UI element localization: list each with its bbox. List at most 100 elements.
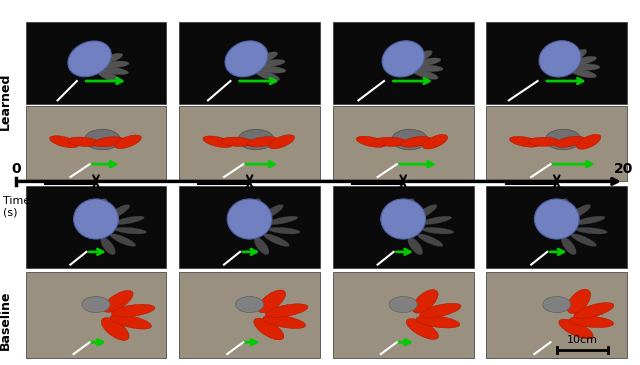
Ellipse shape	[115, 227, 147, 234]
Ellipse shape	[404, 199, 415, 216]
Ellipse shape	[203, 136, 232, 147]
Ellipse shape	[101, 318, 129, 341]
FancyBboxPatch shape	[486, 106, 627, 181]
FancyBboxPatch shape	[179, 272, 320, 358]
Text: Baseline: Baseline	[0, 291, 12, 350]
Circle shape	[82, 296, 110, 312]
Ellipse shape	[406, 319, 438, 339]
Ellipse shape	[417, 234, 443, 246]
Ellipse shape	[381, 199, 426, 239]
Circle shape	[545, 129, 581, 150]
Ellipse shape	[561, 238, 576, 255]
Ellipse shape	[528, 137, 560, 146]
FancyBboxPatch shape	[26, 22, 166, 104]
Ellipse shape	[255, 70, 280, 81]
Ellipse shape	[67, 137, 99, 146]
Ellipse shape	[99, 53, 123, 64]
FancyBboxPatch shape	[26, 106, 166, 181]
FancyBboxPatch shape	[333, 22, 474, 104]
Ellipse shape	[555, 136, 584, 147]
Ellipse shape	[356, 136, 386, 147]
Ellipse shape	[570, 69, 596, 78]
Ellipse shape	[74, 199, 118, 239]
Ellipse shape	[509, 137, 540, 147]
Ellipse shape	[408, 238, 422, 255]
Text: 20: 20	[614, 162, 634, 176]
Ellipse shape	[574, 303, 614, 319]
FancyBboxPatch shape	[486, 272, 627, 358]
Ellipse shape	[261, 205, 284, 219]
Ellipse shape	[100, 238, 115, 255]
FancyBboxPatch shape	[179, 186, 320, 268]
Ellipse shape	[111, 304, 155, 317]
Ellipse shape	[422, 227, 454, 234]
Ellipse shape	[567, 289, 591, 314]
Ellipse shape	[415, 205, 437, 219]
Ellipse shape	[247, 137, 278, 147]
Ellipse shape	[374, 137, 406, 146]
Ellipse shape	[100, 67, 128, 75]
Circle shape	[238, 129, 274, 150]
FancyBboxPatch shape	[486, 22, 627, 104]
Ellipse shape	[557, 199, 569, 216]
FancyBboxPatch shape	[179, 22, 320, 104]
Ellipse shape	[268, 216, 298, 224]
Ellipse shape	[257, 66, 286, 73]
Ellipse shape	[114, 216, 144, 224]
Ellipse shape	[257, 59, 285, 67]
Ellipse shape	[97, 199, 108, 216]
Text: Learned: Learned	[0, 73, 12, 130]
Ellipse shape	[108, 205, 130, 219]
FancyBboxPatch shape	[333, 272, 474, 358]
Ellipse shape	[221, 137, 253, 146]
Ellipse shape	[421, 216, 451, 224]
Ellipse shape	[68, 41, 111, 77]
Ellipse shape	[269, 227, 300, 234]
Circle shape	[236, 296, 264, 312]
Circle shape	[392, 129, 428, 150]
Circle shape	[84, 129, 120, 150]
Ellipse shape	[420, 303, 461, 318]
Ellipse shape	[413, 58, 441, 66]
Ellipse shape	[575, 216, 605, 224]
Ellipse shape	[227, 199, 272, 239]
Ellipse shape	[570, 56, 596, 65]
Ellipse shape	[422, 134, 448, 149]
Ellipse shape	[253, 318, 284, 340]
Ellipse shape	[572, 64, 600, 70]
Text: 0: 0	[11, 162, 21, 176]
Ellipse shape	[269, 135, 294, 149]
Ellipse shape	[576, 227, 607, 234]
Ellipse shape	[570, 316, 614, 327]
FancyBboxPatch shape	[179, 106, 320, 181]
Ellipse shape	[115, 135, 141, 149]
Ellipse shape	[110, 314, 152, 329]
FancyBboxPatch shape	[333, 186, 474, 268]
Ellipse shape	[559, 319, 593, 339]
Ellipse shape	[103, 291, 133, 312]
Ellipse shape	[263, 315, 306, 328]
FancyBboxPatch shape	[26, 272, 166, 358]
FancyBboxPatch shape	[26, 186, 166, 268]
Text: 10cm: 10cm	[567, 335, 598, 345]
Ellipse shape	[577, 134, 601, 149]
Ellipse shape	[410, 50, 432, 63]
Ellipse shape	[254, 52, 278, 64]
Ellipse shape	[225, 41, 268, 77]
Ellipse shape	[382, 41, 424, 77]
Ellipse shape	[566, 49, 587, 62]
Ellipse shape	[401, 137, 431, 147]
Ellipse shape	[266, 304, 308, 317]
Ellipse shape	[258, 290, 285, 313]
Ellipse shape	[412, 289, 438, 313]
Ellipse shape	[93, 137, 124, 147]
Ellipse shape	[539, 41, 581, 77]
Ellipse shape	[534, 199, 579, 239]
Ellipse shape	[254, 238, 269, 255]
Ellipse shape	[264, 234, 289, 246]
FancyBboxPatch shape	[333, 106, 474, 181]
Ellipse shape	[100, 61, 129, 68]
Ellipse shape	[416, 315, 460, 328]
Ellipse shape	[250, 199, 262, 216]
FancyBboxPatch shape	[486, 186, 627, 268]
